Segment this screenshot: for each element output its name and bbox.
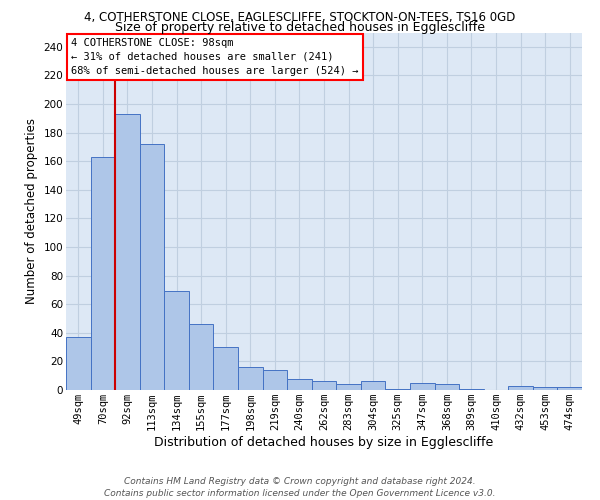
Bar xyxy=(164,292,189,390)
Bar xyxy=(189,324,214,390)
Bar xyxy=(434,384,459,390)
Bar xyxy=(238,367,263,390)
Bar xyxy=(115,114,140,390)
Y-axis label: Number of detached properties: Number of detached properties xyxy=(25,118,38,304)
Bar xyxy=(336,384,361,390)
Bar xyxy=(508,386,533,390)
Bar xyxy=(557,387,582,390)
Bar xyxy=(533,387,557,390)
Text: Size of property relative to detached houses in Egglescliffe: Size of property relative to detached ho… xyxy=(115,22,485,35)
Bar xyxy=(361,382,385,390)
Bar xyxy=(385,388,410,390)
X-axis label: Distribution of detached houses by size in Egglescliffe: Distribution of detached houses by size … xyxy=(154,436,494,449)
Text: Contains HM Land Registry data © Crown copyright and database right 2024.
Contai: Contains HM Land Registry data © Crown c… xyxy=(104,476,496,498)
Bar xyxy=(312,382,336,390)
Bar xyxy=(66,337,91,390)
Bar xyxy=(214,347,238,390)
Bar xyxy=(410,383,434,390)
Bar xyxy=(263,370,287,390)
Bar xyxy=(91,157,115,390)
Text: 4, COTHERSTONE CLOSE, EAGLESCLIFFE, STOCKTON-ON-TEES, TS16 0GD: 4, COTHERSTONE CLOSE, EAGLESCLIFFE, STOC… xyxy=(85,11,515,24)
Bar xyxy=(459,388,484,390)
Text: 4 COTHERSTONE CLOSE: 98sqm
← 31% of detached houses are smaller (241)
68% of sem: 4 COTHERSTONE CLOSE: 98sqm ← 31% of deta… xyxy=(71,38,359,76)
Bar xyxy=(140,144,164,390)
Bar xyxy=(287,378,312,390)
